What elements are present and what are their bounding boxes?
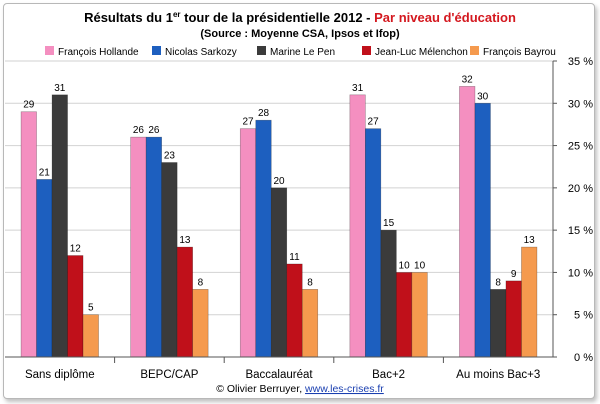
bar	[490, 289, 507, 358]
data-label: 32	[462, 74, 474, 85]
bar	[20, 111, 37, 358]
x-tick-label: Bac+2	[372, 369, 405, 381]
y-tick-label: 25 %	[568, 141, 593, 153]
bar	[286, 263, 303, 358]
legend-swatch	[257, 46, 266, 55]
data-label: 11	[289, 252, 300, 263]
bars: 29 21 31 12 5 26 26 23 13 8 27 28 20 11 8 31 27 15 10 10 323…	[20, 74, 538, 358]
bar	[349, 94, 366, 358]
bar	[145, 136, 162, 358]
y-tick-label: 20 %	[568, 183, 593, 195]
data-label: 8	[198, 277, 204, 288]
data-label: 9	[511, 269, 517, 280]
bar	[67, 255, 84, 358]
legend-label: Marine Le Pen	[270, 47, 335, 58]
legend-label: Jean-Luc Mélenchon	[375, 47, 468, 58]
data-label: 27	[368, 117, 380, 128]
bar	[36, 179, 53, 358]
chart-title: Résultats du 1er tour de la présidentiel…	[84, 10, 516, 25]
legend-label: Nicolas Sarkozy	[165, 47, 237, 58]
data-label: 21	[39, 167, 51, 178]
data-label: 10	[414, 260, 426, 271]
x-tick-label: Baccalauréat	[245, 369, 313, 381]
data-label: 30	[477, 91, 489, 102]
data-label: 29	[23, 100, 35, 111]
legend: François Hollande Nicolas Sarkozy Marine L…	[45, 46, 556, 58]
y-tick-label: 0 %	[574, 352, 593, 364]
bar	[396, 272, 413, 358]
bar	[521, 246, 538, 358]
legend-swatch	[45, 46, 54, 55]
data-label: 13	[524, 235, 536, 246]
x-tick-label: Au moins Bac+3	[456, 369, 540, 381]
bar	[192, 289, 209, 358]
bar	[161, 162, 178, 358]
legend-swatch	[470, 46, 479, 55]
bar	[380, 229, 397, 358]
legend-label: François Bayrou	[483, 47, 556, 58]
axes: 0 % 5 % 10 % 15 % 20 % 25 % 30 % 35 % Sans diplô…	[5, 56, 593, 381]
data-label: 13	[179, 235, 191, 246]
data-label: 27	[242, 117, 254, 128]
data-label: 10	[399, 260, 411, 271]
data-label: 26	[133, 125, 145, 136]
bar	[130, 136, 147, 358]
x-tick-label: BEPC/CAP	[140, 369, 198, 381]
data-label: 26	[148, 125, 160, 136]
legend-label: François Hollande	[58, 47, 139, 58]
y-tick-label: 5 %	[574, 310, 593, 322]
legend-swatch	[362, 46, 371, 55]
data-label: 20	[273, 176, 285, 187]
y-tick-label: 15 %	[568, 225, 593, 237]
copyright-text: © Olivier Berruyer,	[216, 383, 305, 395]
chart-subtitle: (Source : Moyenne CSA, Ipsos et Ifop)	[200, 28, 400, 40]
bar	[176, 246, 193, 358]
site-link[interactable]: www.les-crises.fr	[304, 383, 384, 395]
y-tick-label: 35 %	[568, 56, 593, 68]
bar	[365, 128, 382, 358]
data-label: 31	[54, 83, 66, 94]
data-label: 28	[258, 108, 270, 119]
data-label: 15	[383, 218, 395, 229]
x-tick-label: Sans diplôme	[25, 369, 95, 381]
copyright-footer: © Olivier Berruyer, www.les-crises.fr	[216, 383, 384, 395]
y-tick-label: 30 %	[568, 98, 593, 110]
bar	[51, 94, 68, 358]
bar	[505, 280, 522, 358]
bar	[239, 128, 257, 358]
bar	[301, 289, 319, 358]
bar	[459, 86, 476, 358]
data-label: 12	[70, 244, 82, 255]
bar	[255, 119, 272, 358]
legend-swatch	[152, 46, 161, 55]
data-label: 8	[495, 277, 501, 288]
bar	[270, 187, 288, 358]
data-label: 8	[307, 277, 313, 288]
data-label: 5	[88, 303, 94, 314]
y-tick-label: 10 %	[568, 267, 593, 279]
bar	[411, 272, 428, 358]
bar	[82, 314, 99, 358]
data-label: 23	[164, 150, 176, 161]
data-label: 31	[352, 83, 364, 94]
bar	[474, 102, 491, 358]
